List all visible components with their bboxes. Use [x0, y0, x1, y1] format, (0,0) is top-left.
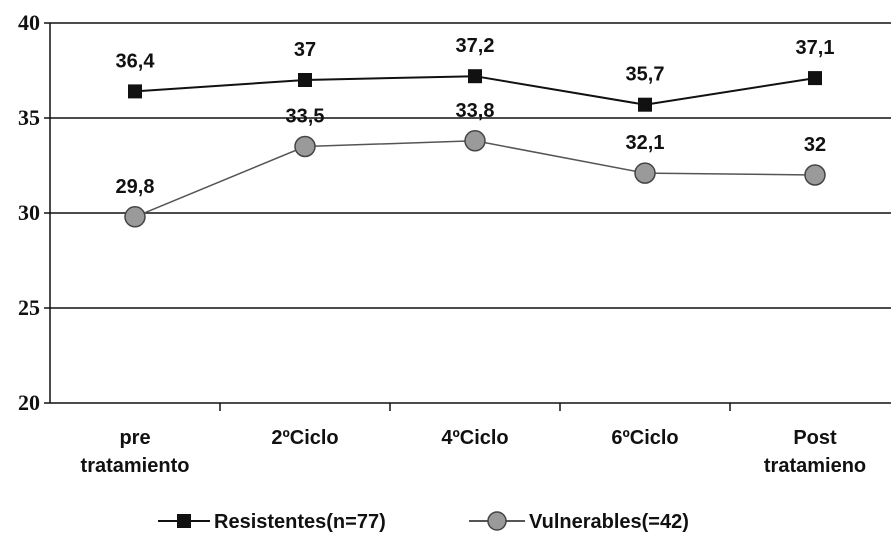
legend-label-resistentes: Resistentes(n=77): [214, 511, 386, 533]
data-label-resistentes: 37,1: [796, 37, 835, 59]
data-label-resistentes: 36,4: [116, 50, 156, 72]
data-label-resistentes: 37: [294, 39, 316, 61]
data-point-vulnerables: [124, 206, 146, 228]
data-point-resistentes: [638, 97, 652, 112]
legend-marker-resistentes: [177, 514, 191, 528]
data-point-resistentes: [128, 84, 142, 99]
data-point-vulnerables: [634, 162, 656, 184]
data-point-resistentes: [298, 73, 312, 87]
data-point-vulnerables: [464, 130, 486, 152]
data-label-vulnerables: 33,8: [456, 100, 495, 122]
data-point-vulnerables: [294, 135, 316, 158]
data-point-vulnerables: [804, 164, 826, 186]
data-label-vulnerables: 32,1: [626, 132, 665, 154]
data-label-vulnerables: 29,8: [116, 176, 155, 198]
x-tick-label: 2ºCiclo: [271, 427, 338, 449]
y-tick-label: 25: [18, 295, 40, 320]
x-tick-label: 6ºCiclo: [611, 427, 678, 449]
data-label-resistentes: 35,7: [626, 64, 665, 86]
y-tick-label: 30: [18, 200, 40, 225]
data-label-vulnerables: 32: [804, 134, 826, 156]
y-tick-label: 20: [18, 390, 40, 415]
y-tick-label: 35: [18, 105, 40, 130]
grid-lines: [50, 22, 891, 309]
y-axis-ticks: 20 25 30 35 40: [18, 10, 50, 415]
y-tick-label: 40: [18, 10, 40, 35]
x-tick-label: 4ºCiclo: [441, 427, 508, 449]
x-tick-label: pre tratamiento: [81, 427, 190, 477]
legend-label-vulnerables: Vulnerables(=42): [529, 511, 689, 533]
series-layer: 36,4 37 37,2 35,7 37,1 29,8 33,5 33,8 32,1 32: [116, 35, 835, 228]
x-axis-ticks: pre tratamiento 2ºCiclo 4ºCiclo 6ºCiclo Post t…: [81, 403, 866, 477]
series-line-vulnerables: [134, 140, 816, 218]
legend: Resistentes(n=77) Vulnerables(=42): [158, 511, 689, 533]
data-point-resistentes: [468, 69, 482, 84]
data-point-resistentes: [808, 71, 822, 86]
legend-marker-vulnerables: [487, 511, 507, 531]
x-tick-label: Post tratamieno: [764, 427, 866, 477]
data-label-resistentes: 37,2: [456, 35, 495, 57]
data-label-vulnerables: 33,5: [286, 106, 325, 128]
